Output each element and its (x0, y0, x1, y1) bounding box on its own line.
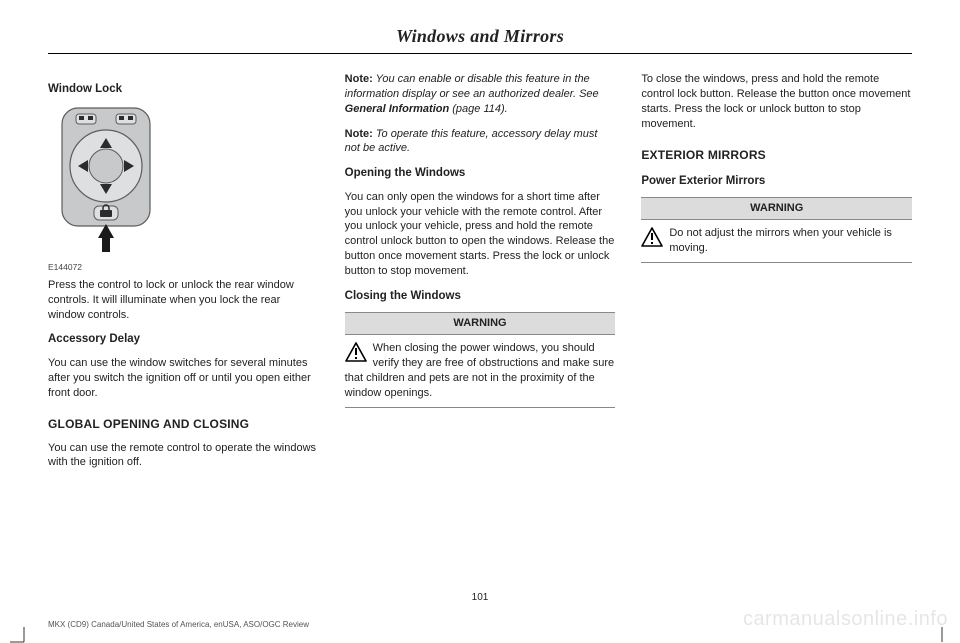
warning-text: When closing the power windows, you shou… (345, 342, 615, 399)
heading-window-lock: Window Lock (48, 82, 319, 98)
columns: Window Lock (48, 72, 912, 480)
note-1: Note: You can enable or disable this fea… (345, 72, 616, 117)
note-label-2: Note: (345, 128, 373, 140)
heading-opening-windows: Opening the Windows (345, 166, 616, 182)
figure-id: E144072 (48, 262, 319, 273)
running-head: Windows and Mirrors (48, 26, 912, 47)
warning-body: When closing the power windows, you shou… (345, 335, 616, 407)
warning-triangle-icon (641, 227, 663, 247)
heading-global-opening: GLOBAL OPENING AND CLOSING (48, 416, 319, 432)
para-accessory-delay: You can use the window switches for seve… (48, 356, 319, 401)
heading-closing-windows: Closing the Windows (345, 289, 616, 305)
heading-power-exterior-mirrors: Power Exterior Mirrors (641, 174, 912, 190)
note-2-body: To operate this feature, accessory delay… (345, 128, 598, 155)
head-rule (48, 53, 912, 54)
crop-mark-left-icon (10, 615, 28, 643)
watermark: carmanualsonline.info (743, 608, 948, 631)
warning-box-closing: WARNING When closing the power windows, … (345, 312, 616, 407)
para-window-lock: Press the control to lock or unlock the … (48, 278, 319, 323)
column-1: Window Lock (48, 72, 319, 480)
note-label: Note: (345, 73, 373, 85)
para-global-opening: You can use the remote control to operat… (48, 441, 319, 471)
manual-page: Windows and Mirrors Window Lock (0, 0, 960, 643)
figure-window-lock: E144072 (48, 106, 319, 274)
heading-exterior-mirrors: EXTERIOR MIRRORS (641, 147, 912, 163)
note-1-a: You can enable or disable this feature i… (345, 73, 599, 100)
crop-mark-right-icon (938, 615, 956, 643)
warning-triangle-icon (345, 342, 367, 362)
warning-title-2: WARNING (641, 197, 912, 220)
warning-title: WARNING (345, 312, 616, 335)
page-number: 101 (0, 592, 960, 603)
column-2: Note: You can enable or disable this fea… (345, 72, 616, 480)
warning-body-2: Do not adjust the mirrors when your vehi… (641, 220, 912, 263)
window-lock-illustration (48, 106, 164, 256)
footer-text: MKX (CD9) Canada/United States of Americ… (48, 620, 309, 629)
column-3: To close the windows, press and hold the… (641, 72, 912, 480)
note-1-gi: General Information (345, 103, 450, 115)
para-opening-windows: You can only open the windows for a shor… (345, 190, 616, 279)
heading-accessory-delay: Accessory Delay (48, 332, 319, 348)
warning-box-mirrors: WARNING Do not adjust the mirrors when y… (641, 197, 912, 263)
warning-text-2: Do not adjust the mirrors when your vehi… (669, 227, 892, 254)
para-close-windows: To close the windows, press and hold the… (641, 72, 912, 131)
note-2: Note: To operate this feature, accessory… (345, 127, 616, 157)
note-1-b: (page 114). (449, 103, 508, 115)
